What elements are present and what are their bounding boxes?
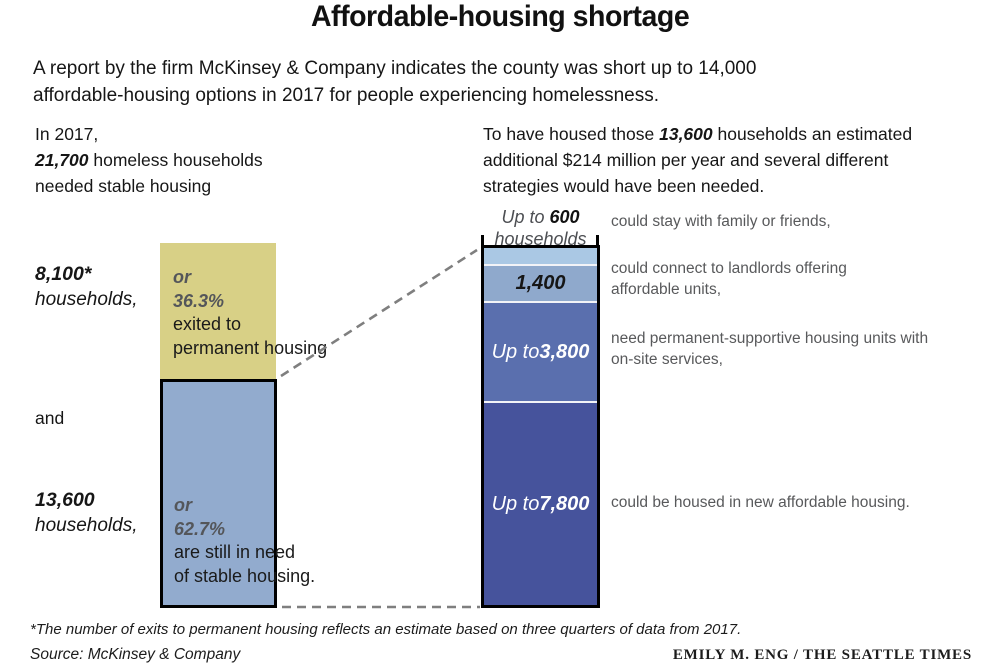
total-households-value: 21,700: [35, 150, 89, 170]
segment2-value: 1,400: [515, 272, 566, 294]
right-intro-line-2: additional $214 million per year and sev…: [483, 150, 889, 170]
top-label-line-1: Up to 600: [471, 206, 610, 228]
need-or: or: [174, 495, 192, 515]
group2-value: 13,600: [35, 489, 95, 511]
right-intro-post: households an estimated: [712, 124, 913, 144]
segment4-value: 7,800: [539, 493, 590, 515]
segment-permanent-supportive: Up to 3,800: [484, 301, 597, 401]
group2-unit: households,: [35, 515, 138, 536]
segment-family-friends: [484, 248, 597, 264]
page-title: Affordable-housing shortage: [0, 0, 1000, 34]
exited-or: or: [173, 267, 191, 287]
exited-line-2: permanent housing: [173, 337, 328, 358]
chart-subtitle: A report by the firm McKinsey & Company …: [33, 55, 756, 109]
housed-households-value: 13,600: [659, 124, 713, 144]
right-bar: 1,400 Up to 3,800 Up to 7,800: [481, 245, 600, 608]
desc-landlords: could connect to landlords offering affo…: [611, 258, 847, 300]
top-label-line-2: households: [494, 229, 587, 249]
right-bar-left-tick: [481, 235, 484, 245]
desc-landlords-line-1: could connect to landlords offering: [611, 260, 847, 277]
group2-label: 13,600 households,: [35, 488, 137, 538]
exited-line-1: exited to: [173, 314, 242, 334]
right-intro: To have housed those 13,600 households a…: [483, 121, 912, 199]
segment1-value: 600: [549, 207, 580, 227]
group1-unit: households,: [35, 289, 138, 310]
segment4-pre: Up to: [491, 493, 540, 515]
segment3-pre: Up to: [491, 340, 540, 363]
need-percent: 62.7%: [174, 518, 226, 539]
desc-family-friends: could stay with family or friends,: [611, 213, 831, 230]
left-intro-line-1: In 2017,: [35, 124, 99, 144]
left-bar-need-text: or 62.7% are still in need of stable hou…: [163, 382, 316, 588]
desc-new-affordable: could be housed in new affordable housin…: [611, 494, 910, 511]
desc-permanent-supportive: need permanent-supportive housing units …: [611, 328, 928, 370]
desc-permanent-line-2: on-site services,: [611, 351, 723, 368]
left-bar-exited-segment: or 36.3% exited to permanent housing: [160, 243, 328, 379]
subtitle-line-2: affordable-housing options in 2017 for p…: [33, 85, 660, 106]
source-line: Source: McKinsey & Company: [30, 646, 241, 663]
left-bar-exited-text: or 36.3% exited to permanent housing: [160, 243, 328, 360]
subtitle-line-1: A report by the firm McKinsey & Company …: [33, 58, 757, 79]
left-intro: In 2017, 21,700 homeless households need…: [35, 121, 263, 199]
page-title-text: Affordable-housing shortage: [310, 0, 690, 33]
need-line-1: are still in need: [174, 542, 296, 562]
byline-credit: EMILY M. ENG / THE SEATTLE TIMES: [672, 647, 972, 663]
footnote: *The number of exits to permanent housin…: [30, 621, 742, 638]
segment3-value: 3,800: [539, 340, 590, 363]
right-intro-line-3: strategies would have been needed.: [483, 176, 765, 196]
right-bar-top-label: Up to 600 households: [471, 206, 610, 250]
group1-value: 8,100*: [35, 263, 92, 285]
group1-label: 8,100* households,: [35, 262, 137, 312]
left-intro-line-3: needed stable housing: [35, 176, 212, 196]
desc-landlords-line-2: affordable units,: [611, 281, 722, 298]
need-line-2: of stable housing.: [174, 565, 316, 586]
right-intro-pre: To have housed those: [483, 124, 660, 144]
right-bar-right-tick: [596, 235, 599, 245]
top-label-pre: Up to: [501, 207, 550, 227]
exited-percent: 36.3%: [173, 290, 225, 311]
segment-new-affordable: Up to 7,800: [484, 401, 597, 605]
left-bar-need-segment: or 62.7% are still in need of stable hou…: [160, 379, 316, 608]
left-intro-line-2: 21,700 homeless households: [35, 147, 263, 173]
left-intro-line-2-rest: homeless households: [88, 150, 263, 170]
right-intro-line-1: To have housed those 13,600 households a…: [483, 121, 912, 147]
desc-permanent-line-1: need permanent-supportive housing units …: [611, 330, 929, 347]
connector-label: and: [35, 408, 65, 428]
segment-landlords: 1,400: [484, 264, 597, 301]
